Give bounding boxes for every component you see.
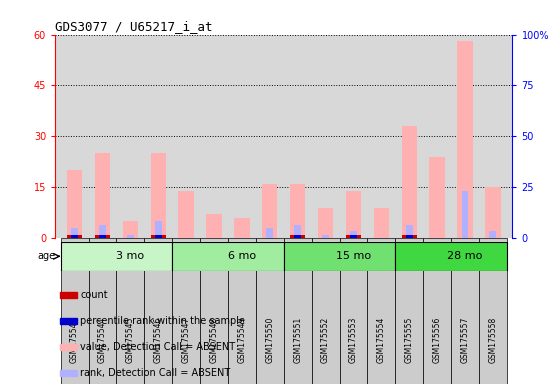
Bar (67, 235, 82, 238)
Bar (60, 292, 77, 298)
Bar (290, 235, 305, 238)
Text: GSM175554: GSM175554 (377, 317, 386, 363)
Text: age: age (37, 251, 56, 262)
Bar (489, 231, 496, 238)
FancyBboxPatch shape (144, 238, 172, 384)
Text: GDS3077 / U65217_i_at: GDS3077 / U65217_i_at (55, 20, 213, 33)
FancyBboxPatch shape (284, 238, 312, 384)
Bar (172, 242, 284, 271)
FancyBboxPatch shape (228, 238, 256, 384)
Text: GSM175558: GSM175558 (488, 317, 498, 363)
Text: GSM175557: GSM175557 (461, 317, 469, 363)
Bar (95, 235, 110, 238)
Bar (155, 221, 162, 238)
Text: 15 mo: 15 mo (336, 251, 371, 262)
FancyBboxPatch shape (200, 238, 228, 384)
FancyBboxPatch shape (61, 238, 89, 384)
FancyBboxPatch shape (368, 238, 395, 384)
Text: percentile rank within the sample: percentile rank within the sample (80, 316, 245, 326)
FancyBboxPatch shape (451, 238, 479, 384)
Bar (262, 184, 278, 238)
Text: value, Detection Call = ABSENT: value, Detection Call = ABSENT (80, 342, 235, 352)
Text: GSM175546: GSM175546 (154, 317, 163, 363)
FancyBboxPatch shape (339, 238, 368, 384)
Bar (406, 225, 413, 238)
Bar (350, 235, 357, 238)
Bar (290, 184, 305, 238)
Bar (60, 370, 77, 376)
Bar (123, 221, 138, 238)
Bar (71, 235, 78, 238)
Text: GSM175543: GSM175543 (70, 317, 79, 363)
FancyBboxPatch shape (479, 238, 507, 384)
Text: GSM175550: GSM175550 (266, 317, 274, 363)
Bar (457, 41, 473, 238)
FancyBboxPatch shape (172, 238, 200, 384)
Text: 6 mo: 6 mo (228, 251, 256, 262)
Bar (61, 242, 172, 271)
Bar (127, 235, 134, 238)
FancyBboxPatch shape (116, 238, 144, 384)
Bar (374, 207, 389, 238)
Bar (150, 153, 166, 238)
Bar (99, 235, 106, 238)
Bar (322, 235, 329, 238)
Bar (350, 231, 357, 238)
Bar (207, 214, 222, 238)
Text: GSM175555: GSM175555 (405, 317, 414, 363)
FancyBboxPatch shape (89, 238, 116, 384)
Bar (346, 235, 361, 238)
Bar (234, 218, 250, 238)
Text: GSM175547: GSM175547 (182, 317, 191, 363)
Bar (485, 187, 500, 238)
Text: rank, Detection Call = ABSENT: rank, Detection Call = ABSENT (80, 368, 230, 378)
Bar (462, 190, 468, 238)
Bar (406, 235, 413, 238)
Bar (155, 235, 162, 238)
Text: GSM175545: GSM175545 (126, 317, 135, 363)
Bar (67, 170, 82, 238)
Bar (60, 344, 77, 350)
Bar (346, 190, 361, 238)
Bar (402, 235, 417, 238)
Text: 3 mo: 3 mo (116, 251, 144, 262)
Text: GSM175552: GSM175552 (321, 317, 330, 363)
Bar (294, 225, 301, 238)
FancyBboxPatch shape (256, 238, 284, 384)
Text: GSM175556: GSM175556 (433, 317, 442, 363)
Bar (402, 126, 417, 238)
Text: GSM175548: GSM175548 (209, 317, 219, 363)
Bar (95, 153, 110, 238)
FancyBboxPatch shape (395, 238, 423, 384)
Bar (294, 235, 301, 238)
Bar (179, 190, 194, 238)
Bar (60, 318, 77, 324)
Bar (99, 225, 106, 238)
Bar (150, 235, 166, 238)
Bar (266, 228, 273, 238)
Bar (429, 157, 445, 238)
Bar (284, 242, 395, 271)
Bar (318, 207, 333, 238)
FancyBboxPatch shape (423, 238, 451, 384)
Bar (395, 242, 507, 271)
Bar (71, 228, 78, 238)
Text: GSM175553: GSM175553 (349, 317, 358, 363)
FancyBboxPatch shape (312, 238, 339, 384)
Text: GSM175549: GSM175549 (237, 317, 246, 363)
Text: GSM175544: GSM175544 (98, 317, 107, 363)
Text: GSM175551: GSM175551 (293, 317, 302, 363)
Text: count: count (80, 290, 108, 300)
Text: 28 mo: 28 mo (447, 251, 483, 262)
